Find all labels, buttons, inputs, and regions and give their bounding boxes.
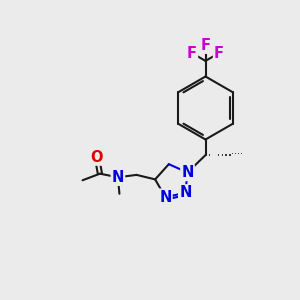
Text: N: N xyxy=(181,165,194,180)
Text: O: O xyxy=(91,150,103,165)
Text: F: F xyxy=(214,46,224,61)
Text: F: F xyxy=(187,46,197,61)
Text: N: N xyxy=(112,170,124,185)
Text: N: N xyxy=(159,190,172,205)
Text: F: F xyxy=(200,38,211,53)
Text: ····: ···· xyxy=(231,149,243,160)
Text: N: N xyxy=(179,185,191,200)
